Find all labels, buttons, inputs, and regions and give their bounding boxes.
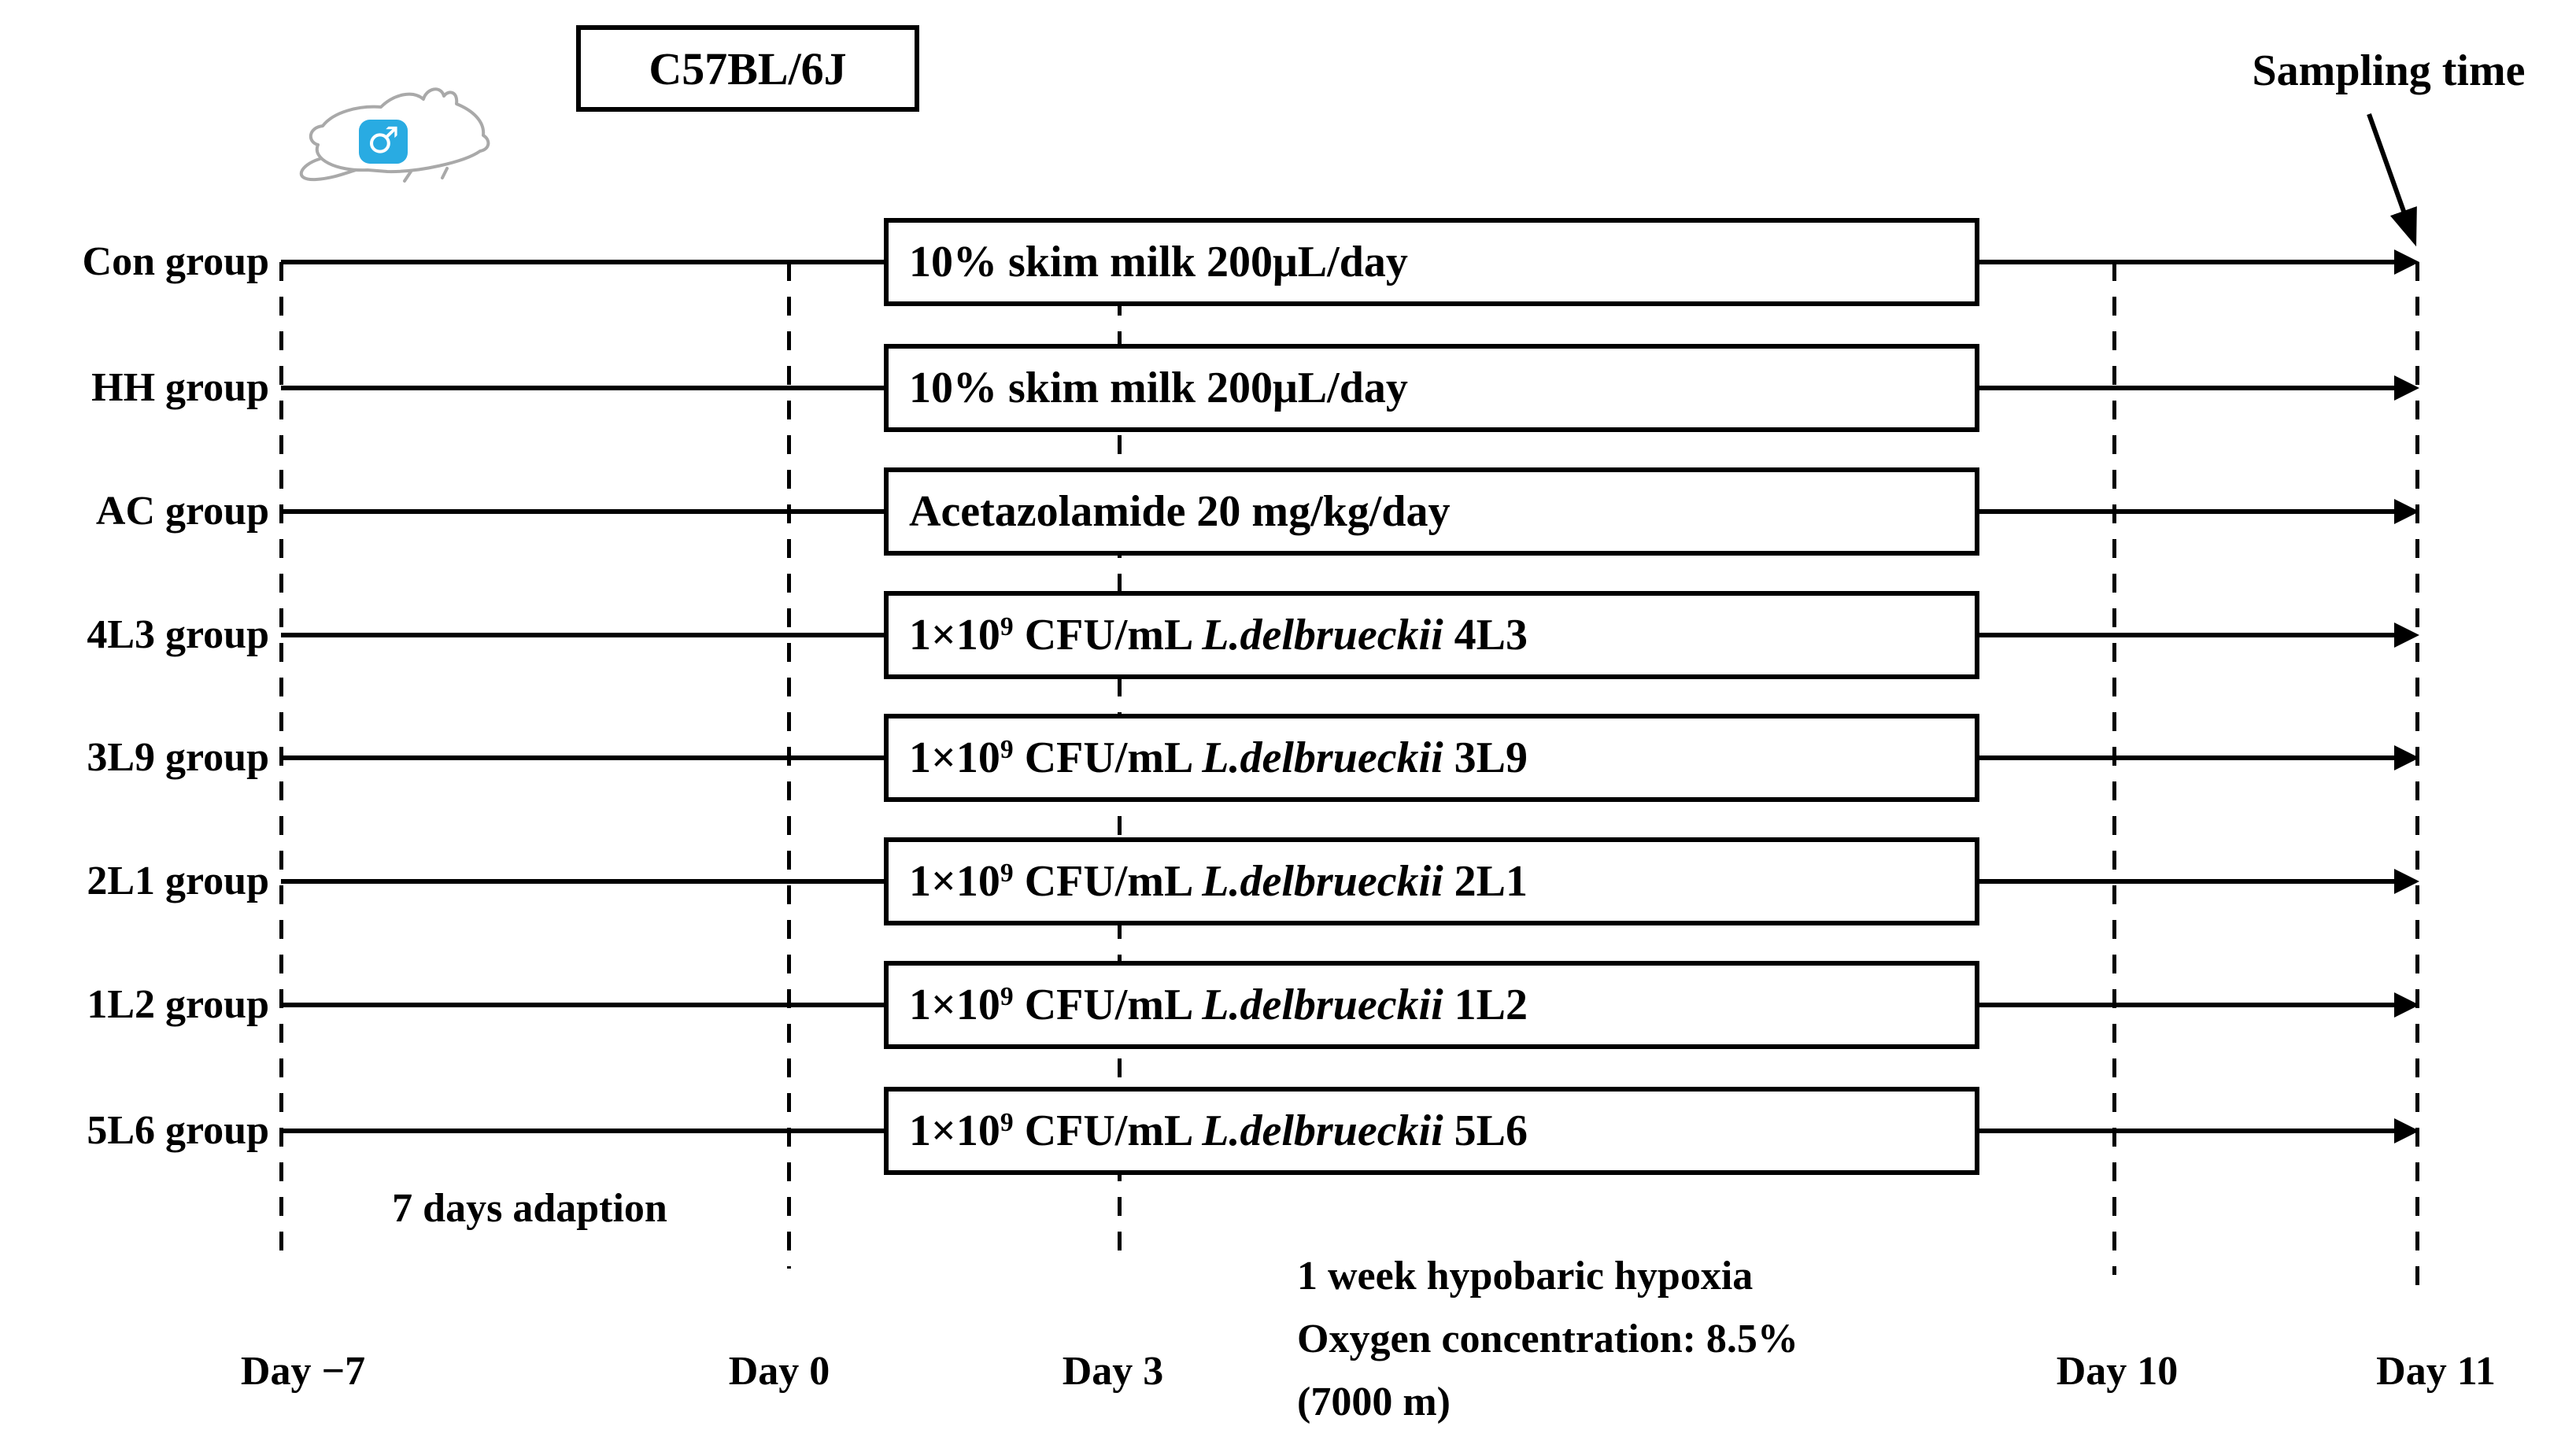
treatment-label: 1×109 CFU/mL L.delbrueckii 2L1 — [909, 857, 1528, 906]
day-label-10: Day 10 — [2056, 1349, 2179, 1394]
treatment-label: 1×109 CFU/mL L.delbrueckii 1L2 — [909, 981, 1528, 1029]
hypoxia-line-1: 1 week hypobaric hypoxia — [1297, 1254, 1754, 1298]
group-label: Con group — [82, 239, 269, 284]
arrowhead-icon — [2394, 745, 2419, 770]
treatment-box: 10% skim milk 200μL/day — [884, 218, 1979, 306]
day-label-minus7: Day −7 — [240, 1349, 366, 1394]
treatment-label: 10% skim milk 200μL/day — [909, 364, 1408, 412]
timeline-left-line — [281, 1129, 884, 1133]
timeline-left-line — [281, 386, 884, 390]
group-label: 4L3 group — [87, 612, 269, 657]
sampling-time-arrow-icon — [2367, 113, 2417, 247]
arrowhead-icon — [2394, 869, 2419, 894]
dashed-line-day-0 — [787, 262, 791, 1269]
treatment-box: 1×109 CFU/mL L.delbrueckii 2L1 — [884, 837, 1979, 925]
treatment-box: 1×109 CFU/mL L.delbrueckii 1L2 — [884, 961, 1979, 1049]
timeline-right-line — [1975, 633, 2397, 637]
timeline-left-line — [281, 1003, 884, 1007]
group-label: 3L9 group — [87, 735, 269, 780]
sampling-time-label: Sampling time — [2252, 46, 2526, 95]
timeline-right-line — [1975, 1003, 2397, 1007]
treatment-box: 1×109 CFU/mL L.delbrueckii 3L9 — [884, 714, 1979, 802]
treatment-box: 1×109 CFU/mL L.delbrueckii 5L6 — [884, 1087, 1979, 1175]
treatment-label: 1×109 CFU/mL L.delbrueckii 4L3 — [909, 611, 1528, 659]
male-symbol-icon: ♂ — [367, 119, 399, 161]
treatment-box: 1×109 CFU/mL L.delbrueckii 4L3 — [884, 591, 1979, 679]
group-label: AC group — [95, 489, 269, 534]
treatment-label: 10% skim milk 200μL/day — [909, 238, 1408, 286]
arrowhead-icon — [2394, 1118, 2419, 1143]
strain-label: C57BL/6J — [649, 42, 847, 94]
arrowhead-icon — [2394, 992, 2419, 1018]
hypoxia-line-3: (7000 m) — [1297, 1380, 1451, 1424]
timeline-right-line — [1975, 755, 2397, 760]
treatment-box: 10% skim milk 200μL/day — [884, 344, 1979, 432]
timeline-left-line — [281, 509, 884, 514]
timeline-left-line — [281, 755, 884, 760]
hypoxia-annotation: 1 week hypobaric hypoxia Oxygen concentr… — [1297, 1245, 1798, 1434]
arrowhead-icon — [2394, 375, 2419, 401]
timeline-right-line — [1975, 509, 2397, 514]
arrowhead-icon — [2394, 622, 2419, 648]
treatment-label: 1×109 CFU/mL L.delbrueckii 3L9 — [909, 733, 1528, 782]
dashed-line-day-11 — [2415, 262, 2419, 1285]
dashed-line-day-minus7 — [279, 262, 283, 1265]
timeline-right-line — [1975, 386, 2397, 390]
arrowhead-icon — [2394, 499, 2419, 524]
group-label: 5L6 group — [87, 1108, 269, 1153]
strain-box: C57BL/6J — [576, 25, 919, 112]
treatment-box: Acetazolamide 20 mg/kg/day — [884, 467, 1979, 556]
group-label: HH group — [91, 365, 269, 410]
timeline-right-line — [1975, 1129, 2397, 1133]
day-label-0: Day 0 — [728, 1349, 830, 1394]
treatment-label: 1×109 CFU/mL L.delbrueckii 5L6 — [909, 1106, 1528, 1155]
timeline-left-line — [281, 633, 884, 637]
mouse-feet — [403, 167, 449, 183]
timeline-left-line — [281, 879, 884, 884]
mouse-icon: ♂ — [299, 87, 490, 183]
dashed-line-day-10 — [2112, 262, 2116, 1275]
group-label: 2L1 group — [87, 859, 269, 903]
treatment-label: Acetazolamide 20 mg/kg/day — [909, 487, 1451, 536]
group-label: 1L2 group — [87, 982, 269, 1027]
arrowhead-icon — [2394, 249, 2419, 275]
timeline-right-line — [1975, 260, 2397, 264]
male-badge — [359, 120, 408, 164]
day-label-3: Day 3 — [1062, 1349, 1164, 1394]
day-label-11: Day 11 — [2376, 1349, 2496, 1394]
adaption-label: 7 days adaption — [392, 1186, 667, 1231]
timeline-right-line — [1975, 879, 2397, 884]
hypoxia-line-2: Oxygen concentration: 8.5% — [1297, 1317, 1798, 1361]
timeline-left-line — [281, 260, 884, 264]
